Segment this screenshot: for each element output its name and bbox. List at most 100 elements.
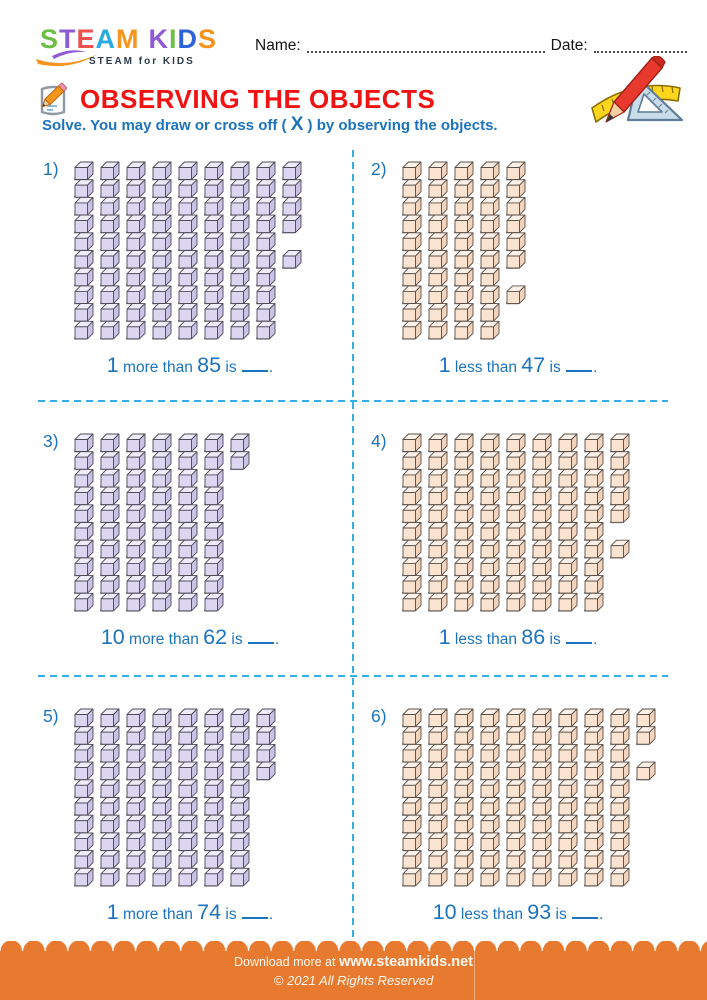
question-text: 1 less than 86 is . [368,625,668,650]
cube [505,850,526,870]
cube [99,161,120,181]
cube [609,867,630,888]
cube [557,557,578,577]
problem-number: 5) [43,706,59,726]
cube [99,814,120,835]
footer-scallop-edge [0,941,707,951]
cube [177,557,198,577]
cube [635,726,656,746]
cube [609,832,630,852]
cube [531,468,552,489]
cube [125,832,146,852]
instruction-text: Solve. You may draw or cross off ( X ) b… [42,114,498,136]
cube [557,797,578,817]
cube [74,575,94,595]
cube [229,433,250,453]
answer-blank[interactable] [241,904,268,919]
cube [609,761,630,781]
cube [125,486,146,506]
answer-blank[interactable] [566,357,593,372]
cube [479,161,500,181]
cube [402,522,422,542]
cube [74,250,94,270]
answer-blank[interactable] [241,357,268,372]
logo-letter: I [169,24,178,54]
logo-letter: E [76,24,96,54]
answer-blank[interactable] [572,904,598,919]
cube [99,196,120,217]
cube [609,468,630,489]
footer-site-link[interactable]: www.steamkids.net [338,954,473,970]
cube [635,708,656,728]
question-part: 62 [203,625,228,649]
cube [505,575,526,595]
cube [479,504,500,524]
cube [125,522,146,542]
cube [609,708,630,728]
date-input-line[interactable] [593,37,687,53]
cube [402,850,422,870]
page-title: OBSERVING THE OBJECTS [80,84,436,114]
cube [583,743,604,764]
cube [583,867,604,888]
question-text: 10 more than 62 is . [40,625,340,650]
question-part: is [545,631,566,648]
cube [177,161,198,181]
cube [453,320,474,341]
cube [74,161,94,181]
question-part: is [227,631,247,648]
logo-swoosh-icon [36,50,98,67]
cube [453,232,474,252]
cube [229,850,250,870]
question-part: is [221,359,241,376]
name-input-line[interactable] [306,37,545,53]
cube [479,303,500,323]
cube [609,779,630,799]
logo-letter: S [198,24,218,54]
cube [125,433,146,453]
cube [402,486,422,506]
cube [557,433,578,453]
cube [125,867,146,888]
cube [479,285,500,305]
cube [453,179,474,199]
cube [583,832,604,852]
cube [125,726,146,746]
cube [151,232,172,252]
question-part: 1 [106,900,119,924]
cube [557,468,578,489]
cube [255,161,276,181]
cube [255,761,276,781]
cube [229,232,250,252]
cube [99,557,120,577]
cube [453,214,474,234]
cube [427,232,448,252]
cube [203,504,224,524]
cube [402,504,422,524]
footer-copyright: © 2021 All Rights Reserved [273,973,434,988]
cube [453,161,474,181]
question-part: 1 [438,625,451,649]
cube [255,708,276,728]
question-part: less than [450,631,522,648]
cube [557,743,578,764]
cube [203,832,224,852]
cube [531,726,552,746]
cube [151,161,172,181]
cube [557,832,578,852]
cube [531,539,552,560]
cube [505,433,526,453]
cube [203,486,224,506]
cube [125,250,146,270]
cube [125,179,146,199]
memo-pencil-icon [40,82,68,116]
cube [427,504,448,524]
cube [583,468,604,489]
cube [557,539,578,560]
cube [177,850,198,870]
cube [505,708,526,728]
answer-blank[interactable] [566,629,593,644]
footer-download-line: Download more at www.steamkids.net [0,954,707,970]
cube [453,797,474,817]
answer-blank[interactable] [247,629,274,644]
